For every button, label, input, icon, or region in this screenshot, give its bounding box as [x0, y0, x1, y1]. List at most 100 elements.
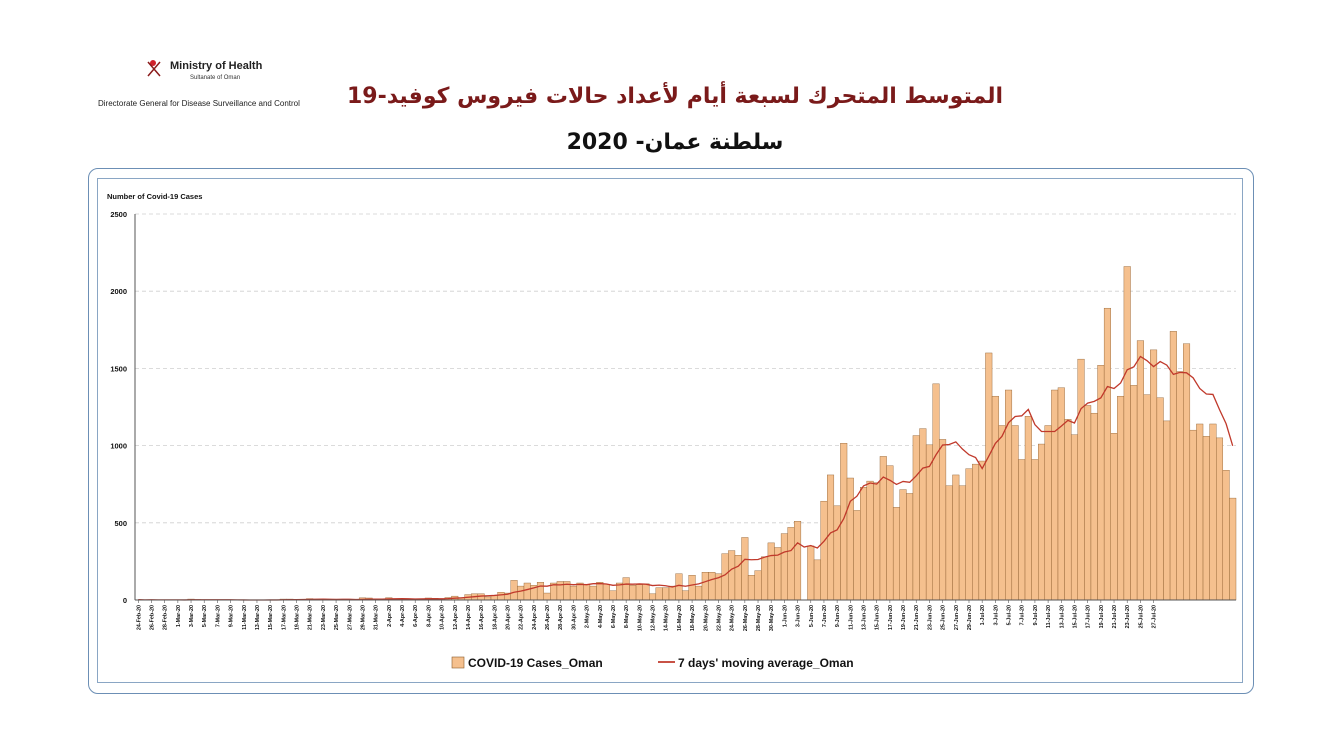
x-tick-label: 10-Apr-20	[440, 605, 446, 630]
bar	[1123, 266, 1131, 601]
x-tick-label: 27-Jun-20	[954, 605, 960, 630]
plot-frame	[97, 178, 1243, 683]
x-tick-label: 8-Apr-20	[426, 605, 432, 627]
bar	[1044, 425, 1052, 601]
x-tick-label: 18-Apr-20	[492, 605, 498, 630]
legend: COVID-19 Cases_Oman 7 days' moving avera…	[451, 656, 854, 670]
x-tick-label: 30-Apr-20	[571, 605, 577, 630]
bar	[1150, 349, 1158, 601]
x-tick-label: 24-Feb-20	[136, 605, 142, 630]
x-tick-label: 15-Jun-20	[875, 605, 881, 630]
bar	[925, 444, 933, 601]
x-tick-label: 12-May-20	[651, 605, 657, 631]
x-tick-label: 27-Mar-20	[347, 605, 353, 630]
bar	[543, 592, 551, 601]
y-tick-label: 500	[114, 519, 127, 528]
bar	[1209, 423, 1217, 601]
x-tick-label: 7-Mar-20	[215, 605, 221, 627]
x-tick-label: 9-Jul-20	[1033, 605, 1039, 625]
chart-frame	[88, 168, 1254, 694]
bar	[991, 395, 999, 601]
bar	[1143, 394, 1151, 601]
bar	[649, 593, 657, 601]
x-tick-label: 1-Jun-20	[782, 605, 788, 627]
bar	[1064, 419, 1072, 601]
x-tick-label: 17-Jun-20	[888, 605, 894, 630]
bar	[906, 493, 914, 601]
x-tick-label: 25-Mar-20	[334, 605, 340, 630]
bar	[912, 435, 920, 601]
x-tick-label: 18-May-20	[690, 605, 696, 631]
bar	[958, 485, 966, 601]
x-tick-label: 24-Apr-20	[532, 605, 538, 630]
x-tick-label: 28-Feb-20	[163, 605, 169, 630]
bar	[701, 572, 709, 601]
bar	[932, 383, 940, 601]
bar	[1097, 365, 1105, 601]
x-tick-label: 26-Feb-20	[149, 605, 155, 630]
bar	[1024, 416, 1032, 601]
x-tick-label: 25-Jul-20	[1138, 605, 1144, 628]
x-tick-label: 11-Jul-20	[1046, 605, 1052, 628]
bar	[1176, 371, 1184, 601]
x-tick-label: 20-May-20	[703, 605, 709, 631]
x-tick-label: 21-Jul-20	[1112, 605, 1118, 628]
bar	[655, 587, 663, 601]
bar	[1117, 395, 1125, 601]
x-tick-label: 21-Mar-20	[308, 605, 314, 630]
bar	[708, 572, 716, 601]
bar	[886, 465, 894, 601]
bar	[1136, 340, 1144, 601]
legend-line-label: 7 days' moving average_Oman	[678, 656, 854, 670]
bar	[945, 485, 953, 601]
x-tick-label: 13-Jul-20	[1059, 605, 1065, 628]
bar	[602, 584, 610, 601]
x-tick-label: 19-Jul-20	[1099, 605, 1105, 628]
y-tick-label: 0	[123, 596, 127, 605]
chart-title: المتوسط المتحرك لسبعة أيام لأعداد حالات …	[346, 84, 1004, 109]
bar	[866, 480, 874, 601]
x-tick-label: 30-May-20	[769, 605, 775, 631]
bar	[1229, 497, 1237, 601]
bar	[1031, 459, 1039, 601]
bar	[1070, 434, 1078, 601]
x-tick-label: 26-Apr-20	[545, 605, 551, 630]
bar	[721, 553, 729, 601]
bar	[682, 590, 689, 601]
bar	[1051, 389, 1059, 601]
bar	[978, 460, 986, 601]
x-tick-label: 20-Apr-20	[505, 605, 511, 630]
bar	[536, 582, 544, 601]
bar	[939, 439, 947, 601]
bar	[833, 505, 841, 601]
bar	[965, 468, 973, 601]
x-tick-label: 1-Mar-20	[176, 605, 182, 627]
bar	[747, 575, 755, 601]
bar	[589, 585, 597, 601]
bar	[675, 573, 683, 601]
bar	[794, 521, 802, 601]
x-tick-label: 4-Apr-20	[400, 605, 406, 627]
x-tick-label: 14-May-20	[664, 605, 670, 631]
bar	[985, 352, 993, 601]
bar	[1183, 343, 1191, 601]
bar	[583, 584, 591, 601]
bar	[853, 510, 861, 601]
bar	[827, 474, 835, 601]
bar	[1196, 423, 1204, 601]
bar	[1130, 385, 1138, 601]
x-tick-label: 27-Jul-20	[1152, 605, 1158, 628]
x-tick-label: 22-Apr-20	[519, 605, 525, 630]
bar	[1038, 443, 1046, 601]
x-tick-label: 11-Jun-20	[848, 605, 854, 630]
x-tick-label: 19-Jun-20	[901, 605, 907, 630]
x-tick-label: 9-Jun-20	[835, 605, 841, 627]
bar	[892, 507, 900, 601]
x-tick-label: 6-May-20	[611, 605, 617, 628]
bar	[596, 582, 604, 601]
x-tick-label: 29-Mar-20	[360, 605, 366, 630]
x-tick-label: 15-Jul-20	[1072, 605, 1078, 628]
org-name: Ministry of Health	[170, 60, 263, 72]
x-tick-label: 28-May-20	[756, 605, 762, 631]
bar	[688, 575, 696, 601]
